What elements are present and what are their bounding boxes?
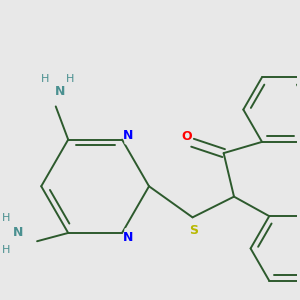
Text: H: H [2, 213, 10, 224]
Text: N: N [55, 85, 65, 98]
Text: N: N [13, 226, 24, 239]
Text: N: N [123, 231, 134, 244]
Text: O: O [181, 130, 192, 143]
Text: N: N [123, 129, 134, 142]
Text: H: H [41, 74, 50, 85]
Text: H: H [66, 74, 74, 85]
Text: H: H [2, 244, 10, 254]
Text: S: S [189, 224, 198, 237]
